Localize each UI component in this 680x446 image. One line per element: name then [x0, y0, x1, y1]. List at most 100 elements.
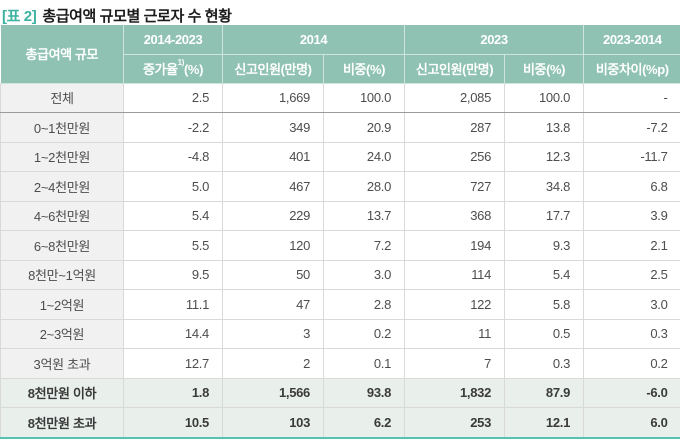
cell-value: 467: [222, 171, 324, 202]
table-row: 2~3억원 14.4 3 0.2 11 0.5 0.3: [0, 318, 680, 350]
row-label: 1~2천만원: [0, 141, 124, 173]
cell-value: 229: [222, 200, 324, 232]
cell-value: 93.8: [322, 377, 406, 409]
cell-value: -: [583, 82, 680, 114]
table-row: 2~4천만원 5.0 467 28.0 727 34.8 6.8: [0, 171, 680, 202]
cell-value: 5.5: [123, 230, 223, 261]
cell-value: 5.0: [123, 171, 223, 202]
cell-value: 47: [222, 289, 324, 320]
col-header-reported-2014: 신고인원(만명): [222, 53, 324, 84]
cell-value: 2: [222, 348, 324, 379]
cell-value: -4.8: [123, 141, 223, 173]
footnote-marker: 1): [177, 58, 185, 67]
salary-size-worker-table: 총급여액 규모 2014-2023 2014 2023 2023-2014 증가…: [0, 25, 680, 439]
cell-value: 9.5: [123, 259, 223, 291]
cell-value: 50: [222, 259, 324, 291]
cell-value: 14.4: [123, 318, 223, 350]
cell-value: 28.0: [322, 171, 406, 202]
cell-value: 1,832: [404, 377, 506, 409]
cell-value: 0.2: [583, 348, 680, 379]
cell-value: 0.1: [322, 348, 406, 379]
cell-value: 349: [222, 112, 324, 143]
col-group-2014: 2014: [221, 25, 406, 55]
cell-value: 194: [404, 230, 506, 261]
cell-value: -11.7: [583, 141, 680, 173]
cell-value: 103: [222, 407, 324, 439]
col-header-share-2023: 비중(%): [504, 53, 585, 84]
col-header-share-diff: 비중차이(%p): [583, 53, 680, 84]
table-row: 3억원 초과 12.7 2 0.1 7 0.3 0.2: [0, 348, 680, 379]
table-row: 6~8천만원 5.5 120 7.2 194 9.3 2.1: [0, 230, 680, 261]
cell-value: 2.5: [583, 259, 680, 291]
cell-value: -2.2: [123, 112, 223, 143]
row-label: 1~2억원: [0, 289, 124, 320]
row-label: 2~4천만원: [0, 171, 124, 202]
cell-value: 87.9: [504, 377, 585, 409]
cell-value: 7.2: [322, 230, 406, 261]
cell-value: -6.0: [583, 377, 680, 409]
cell-value: 5.8: [504, 289, 585, 320]
cell-value: 13.8: [504, 112, 585, 143]
row-label: 0~1천만원: [0, 112, 124, 143]
cell-value: 100.0: [504, 82, 585, 114]
cell-value: 5.4: [504, 259, 585, 291]
cell-value: 0.5: [504, 318, 585, 350]
col-group-2023: 2023: [404, 25, 585, 55]
cell-value: 2.8: [322, 289, 406, 320]
col-group-2023-2014: 2023-2014: [583, 25, 680, 55]
cell-value: 17.7: [504, 200, 585, 232]
table-row: 8천만원 이하 1.8 1,566 93.8 1,832 87.9 -6.0: [0, 377, 680, 409]
cell-value: 9.3: [504, 230, 585, 261]
table-row: 1~2천만원 -4.8 401 24.0 256 12.3 -11.7: [0, 141, 680, 173]
cell-value: 253: [404, 407, 506, 439]
row-label: 3억원 초과: [0, 348, 124, 379]
table-row: 8천만~1억원 9.5 50 3.0 114 5.4 2.5: [0, 259, 680, 291]
cell-value: 114: [404, 259, 506, 291]
cell-value: 11.1: [123, 289, 223, 320]
cell-value: 5.4: [123, 200, 223, 232]
table-row: 4~6천만원 5.4 229 13.7 368 17.7 3.9: [0, 200, 680, 232]
cell-value: 6.2: [322, 407, 406, 439]
table-body: 전체 2.5 1,669 100.0 2,085 100.0-0~1천만원 -2.2 349 2…: [0, 82, 680, 439]
cell-value: 1,669: [222, 82, 324, 114]
cell-value: 2,085: [404, 82, 506, 114]
header-group-row: 총급여액 규모 2014-2023 2014 2023 2023-2014: [0, 25, 680, 84]
col-header-reported-2023: 신고인원(만명): [404, 53, 506, 84]
cell-value: 0.2: [322, 318, 406, 350]
cell-value: 3: [222, 318, 324, 350]
cell-value: 12.3: [504, 141, 585, 173]
cell-value: 401: [222, 141, 324, 173]
col-header-growth-rate: 증가율1)(%): [123, 53, 223, 84]
cell-value: 1.8: [123, 377, 223, 409]
row-label: 2~3억원: [0, 318, 124, 350]
cell-value: 24.0: [322, 141, 406, 173]
cell-value: 34.8: [504, 171, 585, 202]
row-label: 6~8천만원: [0, 230, 124, 261]
table-row: 전체 2.5 1,669 100.0 2,085 100.0-: [0, 82, 680, 114]
cell-value: 12.1: [504, 407, 585, 439]
cell-value: 3.0: [583, 289, 680, 320]
cell-value: -7.2: [583, 112, 680, 143]
table-title-text: 총급여액 규모별 근로자 수 현황: [42, 8, 232, 25]
col-group-2014-2023: 2014-2023: [123, 25, 223, 55]
cell-value: 3.9: [583, 200, 680, 232]
cell-value: 1,566: [222, 377, 324, 409]
cell-value: 2.5: [123, 82, 223, 114]
col-header-salary-scale: 총급여액 규모: [0, 25, 124, 84]
cell-value: 0.3: [583, 318, 680, 350]
table-row: 8천만원 초과 10.5 103 6.2 253 12.1 6.0: [0, 407, 680, 439]
cell-value: 368: [404, 200, 506, 232]
cell-value: 11: [404, 318, 506, 350]
col-header-share-2014: 비중(%): [322, 53, 406, 84]
cell-value: 120: [222, 230, 324, 261]
cell-value: 20.9: [322, 112, 406, 143]
cell-value: 256: [404, 141, 506, 173]
cell-value: 12.7: [123, 348, 223, 379]
row-label: 8천만원 이하: [0, 377, 124, 409]
cell-value: 3.0: [322, 259, 406, 291]
cell-value: 6.8: [583, 171, 680, 202]
table-header: 총급여액 규모 2014-2023 2014 2023 2023-2014 증가…: [0, 25, 680, 84]
row-label: 4~6천만원: [0, 200, 124, 232]
row-label: 전체: [0, 82, 124, 114]
table-title: [표 2] 총급여액 규모별 근로자 수 현황: [0, 0, 680, 25]
